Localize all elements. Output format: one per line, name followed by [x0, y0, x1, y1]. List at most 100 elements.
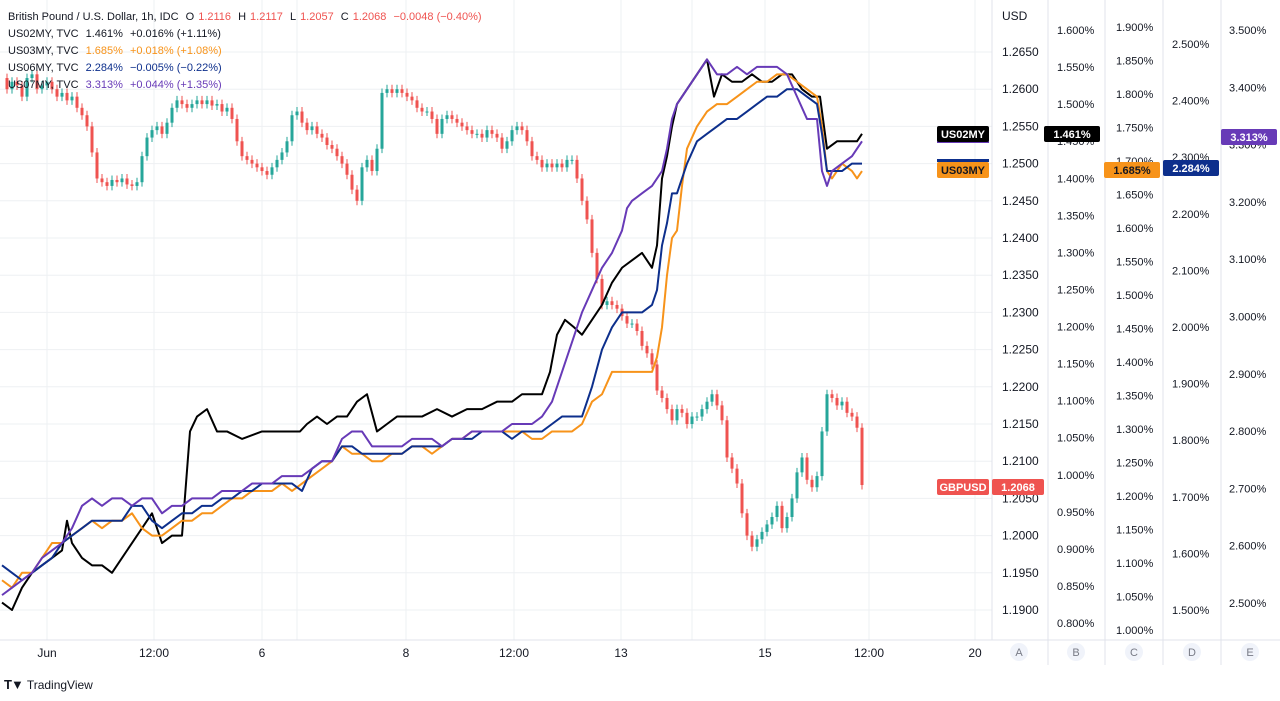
scale-a-tick: 0.800%: [1057, 618, 1095, 630]
legend-row-value: 3.313%: [85, 79, 123, 91]
scale-d-tick: 2.000%: [1172, 322, 1210, 334]
scale-e-tick: 3.500%: [1229, 25, 1267, 37]
candle-body: [675, 409, 679, 421]
candle-body: [75, 96, 79, 108]
candle-body: [5, 78, 9, 90]
candle-body: [420, 107, 424, 112]
legend-row-us06: US06MY, TVC 2.284% −0.005% (−0.22%): [8, 60, 490, 77]
candle-body: [525, 130, 529, 142]
candle-body: [375, 148, 379, 172]
candle-body: [695, 416, 699, 418]
scale-a-tick: 1.600%: [1057, 25, 1095, 37]
candle-body: [650, 353, 654, 365]
scale-d-tick: 1.700%: [1172, 492, 1210, 504]
series-line-us02my: [1, 58, 863, 611]
scale-d-tick: 2.200%: [1172, 209, 1210, 221]
candle-body: [155, 126, 159, 131]
scale-a-tick: 0.900%: [1057, 544, 1095, 556]
tradingview-watermark[interactable]: T▼ TradingView: [4, 677, 93, 692]
candle-body: [550, 163, 554, 168]
candle-body: [615, 304, 619, 309]
legend-row-name[interactable]: US07MY, TVC: [8, 79, 79, 91]
candle-body: [180, 100, 184, 105]
scale-a-tick: 1.000%: [1057, 470, 1095, 482]
scale-e-tick: 2.500%: [1229, 598, 1267, 610]
legend-o: 1.2116: [198, 11, 232, 23]
price-label-bg: [937, 126, 989, 142]
usd-tick-label: 1.1900: [1002, 603, 1039, 617]
candle-body: [430, 111, 434, 119]
candle-body: [475, 133, 479, 135]
price-label-text: 1.2068: [1001, 482, 1035, 494]
candle-body: [755, 539, 759, 547]
candle-body: [65, 92, 69, 101]
candle-body: [195, 100, 199, 105]
candle-body: [175, 100, 179, 108]
candle-body: [845, 401, 849, 413]
scale-c-tick: 1.900%: [1116, 22, 1154, 34]
candle-body: [775, 505, 779, 517]
candle-body: [170, 107, 174, 123]
legend-row-value: 2.284%: [85, 62, 123, 74]
price-label-bg: [937, 479, 989, 495]
scale-letter-bg: [1183, 643, 1201, 661]
candle-body: [210, 100, 214, 106]
legend-symbol[interactable]: British Pound / U.S. Dollar, 1h, IDC: [8, 11, 179, 23]
candle-body: [315, 126, 319, 134]
scale-a-tick: 1.200%: [1057, 322, 1095, 334]
legend-row-change: +0.044% (+1.35%): [129, 79, 222, 91]
candle-body: [255, 163, 259, 168]
price-label-text: 3.313%: [1230, 132, 1268, 144]
candle-body: [505, 141, 509, 149]
candle-body: [40, 85, 44, 90]
candle-body: [110, 179, 114, 186]
x-tick-label: 12:00: [499, 646, 529, 660]
candle-body: [445, 115, 449, 119]
candle-body: [370, 159, 374, 172]
candle-body: [595, 252, 599, 279]
x-tick-label: 15: [758, 646, 772, 660]
scale-d-tick: 1.500%: [1172, 605, 1210, 617]
candle-body: [685, 412, 689, 424]
legend-l: 1.2057: [300, 11, 334, 23]
scale-e-tick: 3.000%: [1229, 312, 1267, 324]
candle-body: [140, 156, 144, 183]
candle-body: [330, 145, 334, 149]
legend-row-name[interactable]: US06MY, TVC: [8, 62, 79, 74]
candle-body: [355, 189, 359, 201]
candle-body: [745, 513, 749, 536]
candle-body: [545, 163, 549, 168]
candle-body: [310, 126, 314, 131]
scale-e-tick: 3.400%: [1229, 82, 1267, 94]
legend-change: −0.0048 (−0.40%): [393, 11, 482, 23]
candle-body: [485, 130, 489, 138]
candle-body: [205, 100, 209, 105]
candle-body: [150, 130, 154, 138]
candle-body: [645, 345, 649, 354]
candle-body: [515, 126, 519, 131]
scale-a-tick: 1.250%: [1057, 284, 1095, 296]
legend-row-change: +0.016% (+1.11%): [129, 28, 221, 40]
candle-body: [530, 141, 534, 157]
legend-row-change: −0.005% (−0.22%): [129, 62, 222, 74]
price-label-bg: [992, 479, 1044, 495]
candle-body: [770, 517, 774, 525]
legend-row-name[interactable]: US02MY, TVC: [8, 28, 79, 40]
series-line-us07my: [1, 58, 863, 596]
legend-row-name[interactable]: US03MY, TVC: [8, 45, 79, 57]
candle-body: [760, 531, 764, 540]
x-tick-label: 13: [614, 646, 628, 660]
candle-body: [395, 89, 399, 93]
price-label-text: GBPUSD: [939, 482, 986, 494]
candle-body: [280, 152, 284, 160]
candle-body: [260, 167, 264, 172]
price-label-bg: [1221, 129, 1277, 145]
candle-body: [190, 104, 194, 108]
scale-letter: B: [1072, 647, 1079, 659]
scale-c-tick: 1.850%: [1116, 56, 1154, 68]
scale-a-tick: 0.950%: [1057, 507, 1095, 519]
candle-body: [635, 323, 639, 331]
scale-e-tick: 2.600%: [1229, 541, 1267, 553]
candle-body: [810, 479, 814, 488]
